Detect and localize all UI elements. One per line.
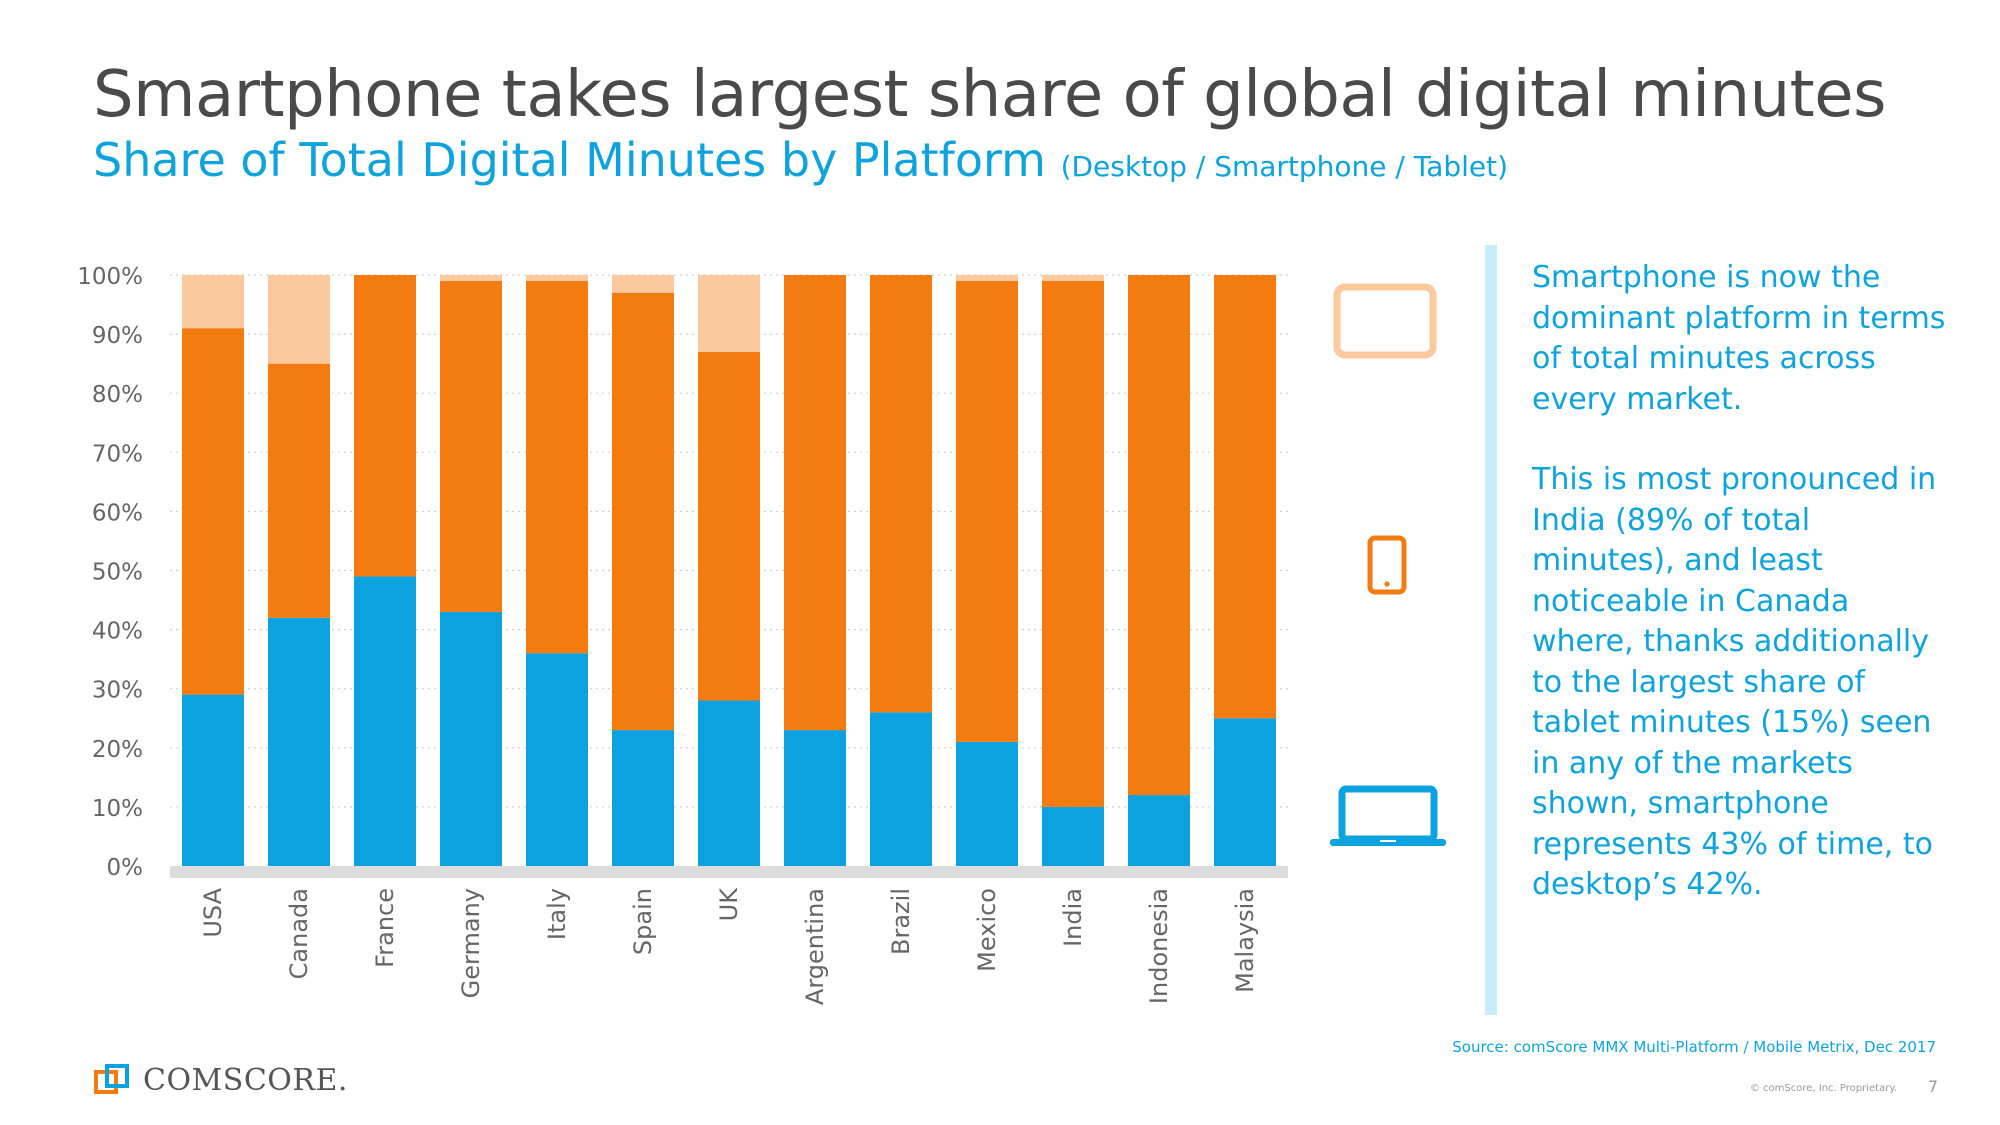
bar-smartphone [1214, 275, 1276, 719]
bar-tablet [526, 275, 588, 281]
y-tick-label: 100% [77, 264, 143, 290]
bar-smartphone [956, 280, 1018, 742]
bar-smartphone [784, 275, 846, 731]
logo-mark-icon [94, 1064, 129, 1094]
callout-panel: Smartphone is now the dominant platform … [1532, 258, 1952, 946]
bar-smartphone [698, 351, 760, 701]
bar-tablet [268, 275, 330, 364]
x-tick-label: Mexico [973, 888, 1001, 972]
x-tick-label: Germany [457, 888, 485, 998]
bar-desktop [956, 741, 1018, 866]
bar-desktop [1042, 806, 1104, 866]
x-tick-label: Spain [629, 888, 657, 955]
bar-smartphone [1128, 275, 1190, 796]
bar-tablet [182, 275, 244, 329]
bar-smartphone [612, 292, 674, 731]
bar-smartphone [526, 280, 588, 654]
y-tick-label: 70% [92, 441, 143, 467]
bar-smartphone [870, 275, 932, 713]
bar-tablet [698, 275, 760, 352]
bar-smartphone [354, 275, 416, 577]
tablet-icon [1333, 283, 1437, 359]
slide-title: Smartphone takes largest share of global… [93, 58, 1886, 132]
bar-smartphone [440, 280, 502, 612]
chart-subtitle: Share of Total Digital Minutes by Platfo… [93, 133, 1508, 187]
logo-wordmark: COMSCORE. [143, 1063, 348, 1098]
bar-desktop [1214, 718, 1276, 866]
bar-desktop [784, 730, 846, 866]
y-tick-label: 90% [92, 323, 143, 349]
y-tick-label: 0% [107, 855, 144, 881]
x-tick-label: Italy [543, 888, 571, 940]
bar-smartphone [268, 363, 330, 618]
smartphone-icon [1367, 535, 1407, 595]
copyright-note: © comScore, Inc. Proprietary. [1749, 1083, 1897, 1094]
bar-desktop [182, 694, 244, 866]
subtitle-note: (Desktop / Smartphone / Tablet) [1060, 150, 1509, 183]
bar-desktop [440, 611, 502, 866]
x-tick-label: Indonesia [1145, 888, 1173, 1004]
panel-divider [1485, 245, 1497, 1015]
bar-tablet [956, 275, 1018, 281]
bar-smartphone [182, 328, 244, 695]
y-tick-label: 40% [92, 619, 143, 645]
subtitle-main: Share of Total Digital Minutes by Platfo… [93, 133, 1046, 187]
bar-desktop [354, 576, 416, 866]
x-tick-label: Brazil [887, 888, 915, 955]
x-tick-label: UK [715, 887, 743, 922]
x-tick-label: India [1059, 888, 1087, 947]
callout-paragraph-1: Smartphone is now the dominant platform … [1532, 260, 1946, 417]
y-tick-label: 10% [92, 796, 143, 822]
stacked-bar-chart: 0% 10% 20% 30% 40% 50% 60% 70% 80% 90% 100% USA Cana… [77, 264, 1288, 1005]
x-tick-label: Malaysia [1231, 888, 1259, 993]
x-tick-label: France [371, 888, 399, 968]
x-tick-label: Canada [285, 888, 313, 979]
bar-desktop [870, 712, 932, 866]
bar-desktop [698, 700, 760, 866]
bar-desktop [612, 730, 674, 866]
y-tick-label: 80% [92, 382, 143, 408]
callout-paragraph-2: This is most pronounced in India (89% of… [1532, 462, 1937, 902]
x-axis-baseline [170, 866, 1288, 878]
bar-desktop [268, 617, 330, 866]
page-number: 7 [1927, 1077, 1938, 1096]
y-tick-label: 60% [92, 500, 143, 526]
bar-tablet [440, 275, 502, 281]
y-tick-label: 30% [92, 678, 143, 704]
comscore-logo: COMSCORE. [93, 1063, 347, 1099]
y-tick-label: 20% [92, 737, 143, 763]
bar-tablet [1042, 275, 1104, 281]
source-note: Source: comScore MMX Multi-Platform / Mo… [1452, 1038, 1936, 1056]
bar-desktop [1128, 795, 1190, 866]
bar-desktop [526, 653, 588, 866]
y-tick-label: 50% [92, 560, 143, 586]
laptop-icon [1330, 785, 1446, 846]
bar-smartphone [1042, 280, 1104, 807]
x-tick-label: Argentina [801, 888, 829, 1005]
bar-tablet [612, 275, 674, 293]
x-tick-label: USA [199, 887, 227, 937]
